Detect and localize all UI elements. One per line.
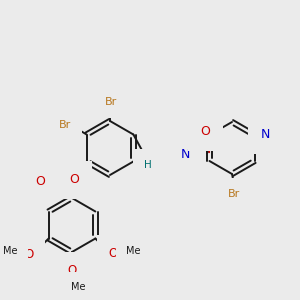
Text: O: O xyxy=(36,175,46,188)
Text: Me: Me xyxy=(71,282,85,292)
Text: H: H xyxy=(143,160,151,170)
Text: Me: Me xyxy=(126,245,141,256)
Text: N: N xyxy=(169,146,178,159)
Text: O: O xyxy=(109,247,118,260)
Text: Br: Br xyxy=(228,189,240,199)
Text: O: O xyxy=(68,263,76,277)
Text: O: O xyxy=(70,173,80,186)
Text: N: N xyxy=(260,128,270,142)
Text: H: H xyxy=(188,149,195,160)
Text: O: O xyxy=(24,248,33,261)
Text: N: N xyxy=(181,148,190,161)
Text: Br: Br xyxy=(58,119,71,130)
Text: O: O xyxy=(200,125,210,138)
Text: Me: Me xyxy=(3,247,18,256)
Text: Br: Br xyxy=(105,97,117,107)
